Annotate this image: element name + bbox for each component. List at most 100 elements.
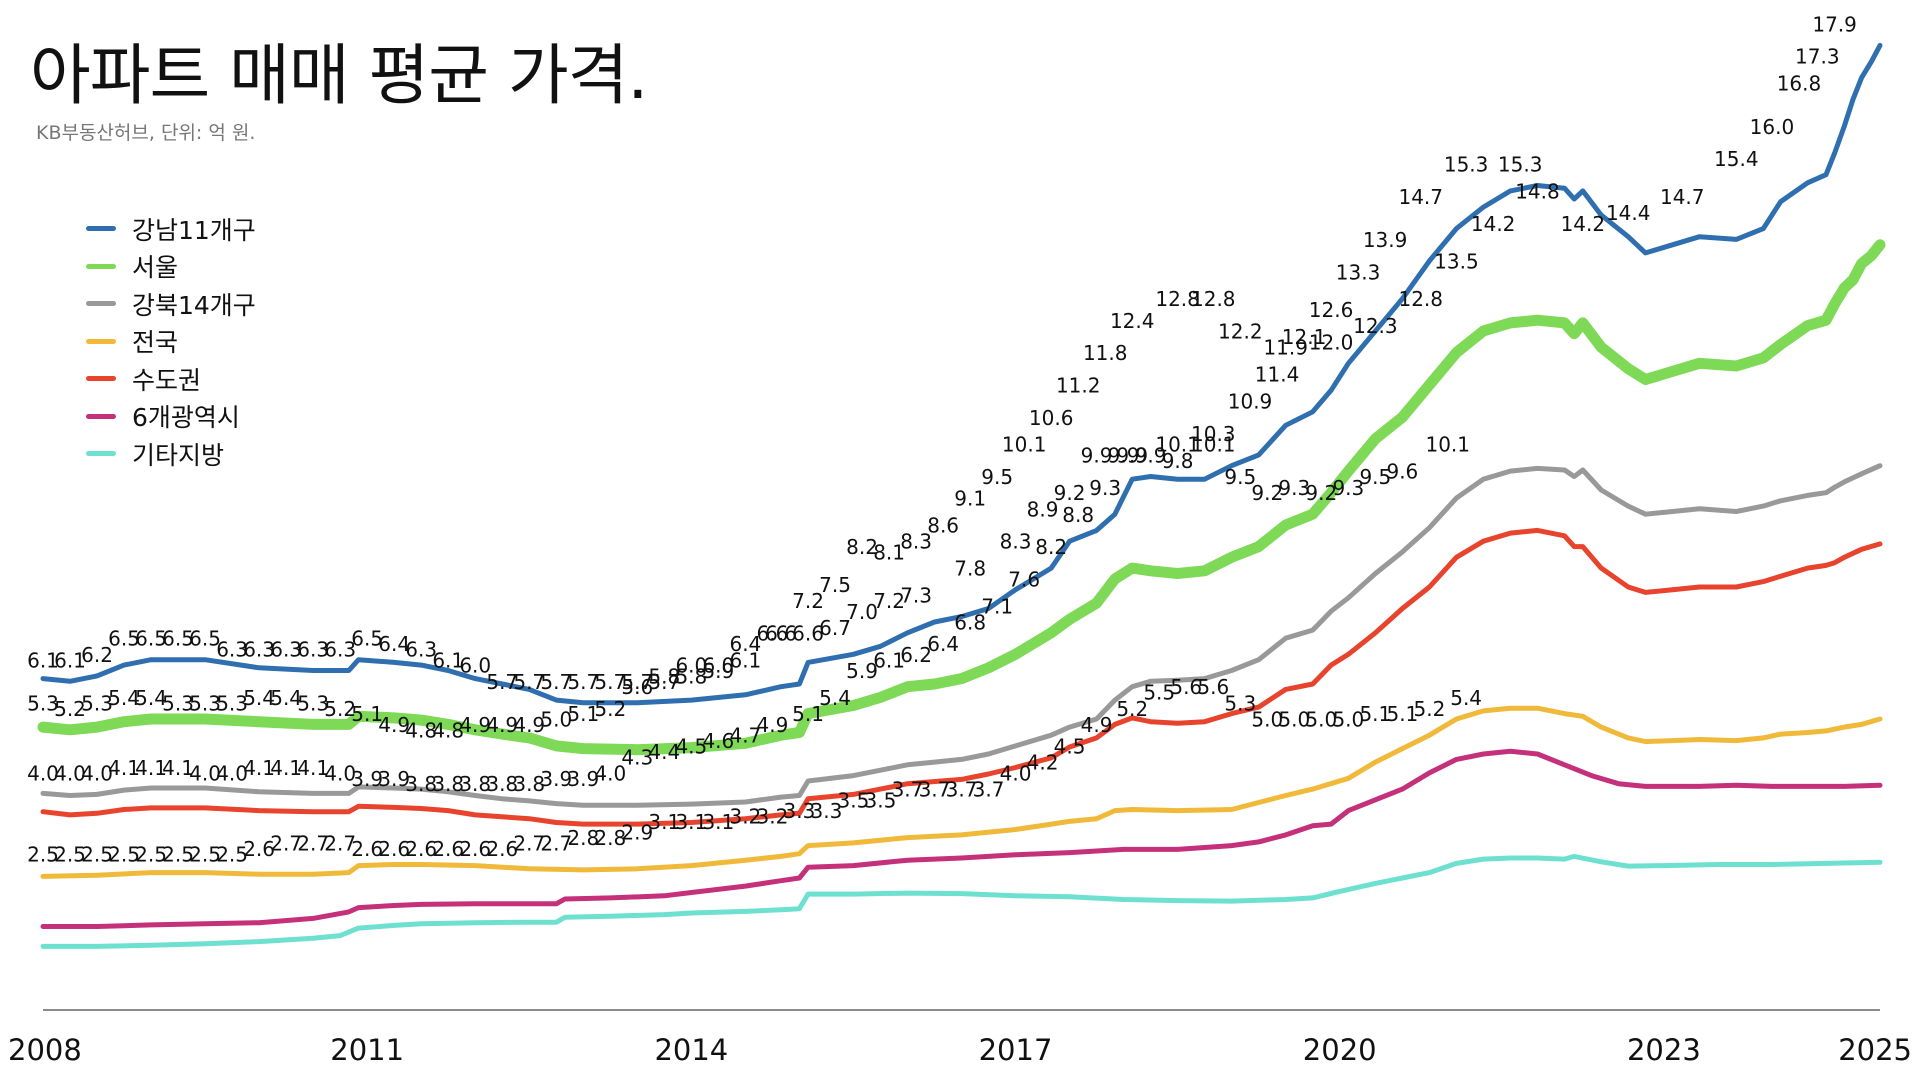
- data-label: 14.2: [1561, 212, 1606, 236]
- data-label: 4.1: [135, 756, 167, 780]
- series-line-2: [37, 239, 1886, 756]
- data-label: 12.2: [1218, 320, 1263, 344]
- data-label: 13.3: [1336, 260, 1381, 284]
- x-tick-label: 2020: [1303, 1033, 1377, 1067]
- data-label: 6.3: [270, 638, 302, 662]
- data-label: 5.4: [270, 686, 302, 710]
- data-label: 4.9: [486, 713, 518, 737]
- data-label: 3.8: [513, 772, 545, 796]
- data-label: 5.3: [162, 691, 194, 715]
- data-label: 5.0: [1305, 708, 1337, 732]
- data-label: 8.9: [1027, 497, 1059, 521]
- data-label: 3.7: [892, 778, 924, 802]
- data-label: 7.2: [792, 589, 824, 613]
- data-label: 17.9: [1812, 12, 1857, 36]
- data-label: 7.3: [900, 584, 932, 608]
- data-label: 6.4: [378, 632, 410, 656]
- data-label: 6.0: [675, 654, 707, 678]
- data-label: 5.4: [819, 686, 851, 710]
- data-label: 3.8: [486, 772, 518, 796]
- x-tick-label: 2011: [330, 1033, 404, 1067]
- data-label: 7.1: [981, 594, 1013, 618]
- data-label: 8.6: [927, 514, 959, 538]
- data-label: 5.4: [108, 686, 140, 710]
- data-label: 4.9: [756, 713, 788, 737]
- data-label: 3.9: [378, 767, 410, 791]
- data-label: 5.2: [54, 697, 86, 721]
- data-label: 2.7: [513, 832, 545, 856]
- data-label: 16.0: [1750, 115, 1795, 139]
- data-label: 5.2: [324, 697, 356, 721]
- data-label: 6.3: [324, 638, 356, 662]
- legend-label: 6개광역시: [132, 403, 240, 433]
- data-label: 11.9: [1263, 336, 1308, 360]
- data-label: 5.0: [1332, 708, 1364, 732]
- data-label: 2.6: [405, 837, 437, 861]
- data-label: 5.3: [81, 691, 113, 715]
- data-label: 6.1: [27, 648, 59, 672]
- data-label: 6.6: [792, 621, 824, 645]
- data-label: 2.9: [621, 821, 653, 845]
- data-label: 5.2: [1116, 697, 1148, 721]
- legend-swatch: [86, 301, 116, 307]
- data-label: 3.5: [838, 788, 870, 812]
- data-label: 2.5: [81, 842, 113, 866]
- data-label: 2.5: [135, 842, 167, 866]
- data-label: 2.7: [540, 832, 572, 856]
- data-label: 12.8: [1155, 287, 1200, 311]
- data-label: 3.2: [729, 805, 761, 829]
- data-label: 6.2: [900, 643, 932, 667]
- data-label: 8.1: [873, 541, 905, 565]
- x-tick-label: 2023: [1627, 1033, 1701, 1067]
- data-label: 9.9: [1135, 444, 1167, 468]
- data-label: 4.1: [270, 756, 302, 780]
- data-label: 6.4: [729, 632, 761, 656]
- data-label: 15.4: [1714, 147, 1759, 171]
- data-label: 10.1: [1155, 433, 1200, 457]
- data-label: 8.3: [1000, 530, 1032, 554]
- data-label: 9.2: [1054, 481, 1086, 505]
- data-label: 2.6: [486, 837, 518, 861]
- data-label: 4.0: [27, 761, 59, 785]
- data-label: 5.1: [1359, 702, 1391, 726]
- data-label: 3.9: [351, 767, 383, 791]
- data-labels: 6.16.16.26.56.56.56.56.36.36.36.36.36.56…: [27, 12, 1857, 866]
- series-line-7: [40, 853, 1883, 949]
- data-label: 9.3: [1332, 476, 1364, 500]
- data-label: 10.3: [1191, 422, 1236, 446]
- data-label: 12.1: [1282, 325, 1327, 349]
- data-label: 4.9: [513, 713, 545, 737]
- data-label: 11.8: [1083, 341, 1128, 365]
- data-label: 3.1: [702, 810, 734, 834]
- legend-swatch: [86, 451, 116, 457]
- data-label: 2.6: [459, 837, 491, 861]
- data-label: 14.7: [1660, 185, 1705, 209]
- data-label: 5.6: [621, 675, 653, 699]
- data-label: 11.4: [1255, 363, 1300, 387]
- data-label: 9.9: [1081, 444, 1113, 468]
- data-label: 6.2: [81, 643, 113, 667]
- data-label: 6.5: [351, 627, 383, 651]
- data-label: 5.7: [567, 670, 599, 694]
- data-label: 5.1: [351, 702, 383, 726]
- data-label: 4.4: [648, 740, 680, 764]
- data-label: 3.1: [648, 810, 680, 834]
- data-label: 5.1: [1386, 702, 1418, 726]
- data-label: 2.8: [567, 826, 599, 850]
- data-label: 5.6: [1170, 675, 1202, 699]
- legend-item: 6개광역시: [86, 398, 256, 436]
- series-lines: [37, 42, 1886, 949]
- data-label: 12.0: [1309, 330, 1354, 354]
- data-label: 4.0: [594, 761, 626, 785]
- data-label: 4.9: [1081, 713, 1113, 737]
- data-label: 3.8: [432, 772, 464, 796]
- data-label: 9.3: [1278, 476, 1310, 500]
- data-label: 9.3: [1089, 476, 1121, 500]
- data-label: 5.7: [540, 670, 572, 694]
- data-label: 5.9: [702, 659, 734, 683]
- data-label: 3.7: [919, 778, 951, 802]
- data-label: 7.6: [1008, 567, 1040, 591]
- data-label: 8.2: [1035, 535, 1067, 559]
- data-label: 6.5: [189, 627, 221, 651]
